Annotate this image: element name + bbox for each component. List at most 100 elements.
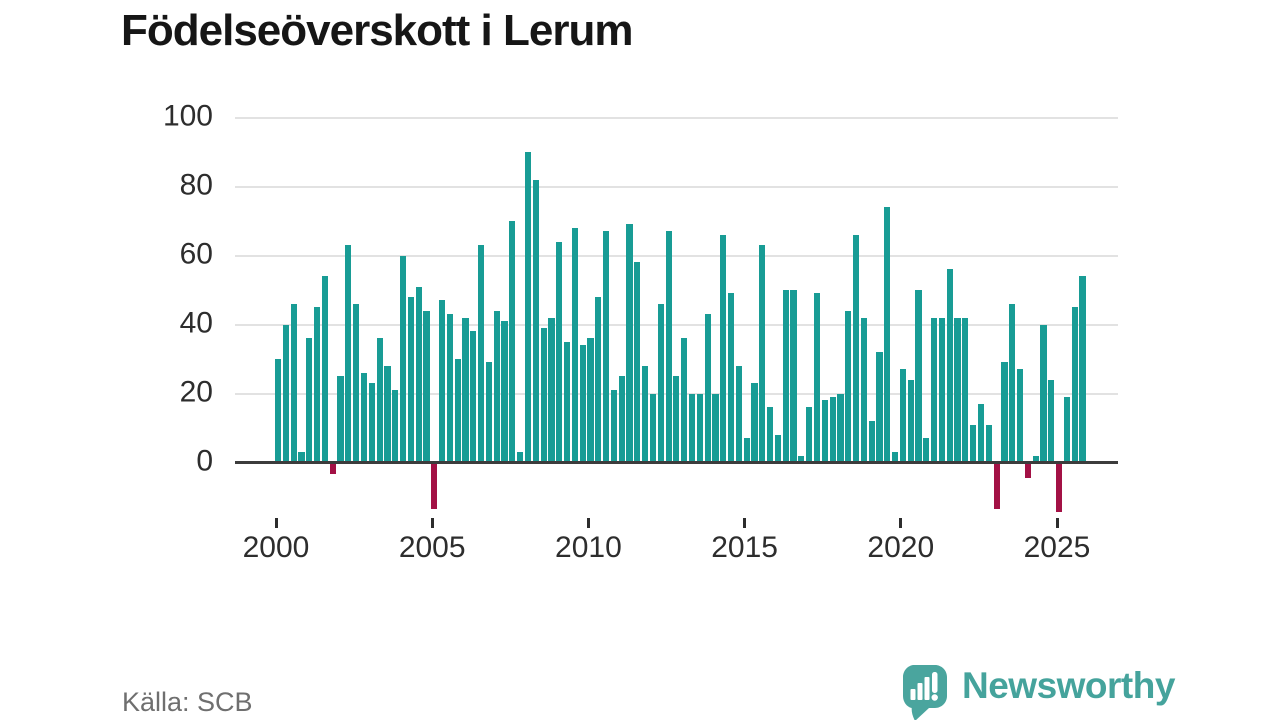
bar-2011-Q4 [642, 365, 649, 463]
bar-2008-Q1 [524, 152, 532, 463]
bar-2023-Q1 [993, 464, 1000, 509]
bar-2005-Q3 [446, 314, 453, 463]
bar-2006-Q2 [470, 331, 477, 463]
bar-2005-Q1 [431, 464, 438, 509]
bar-2001-Q1 [306, 338, 313, 463]
bar-2010-Q1 [587, 338, 594, 463]
x-axis-label-2025: 2025 [1023, 531, 1091, 564]
bar-2009-Q1 [556, 241, 563, 463]
bar-2011-Q3 [634, 262, 641, 463]
bar-2019-Q1 [868, 421, 875, 463]
bar-2009-Q3 [571, 227, 578, 463]
bar-2024-Q3 [1040, 324, 1047, 463]
bar-2006-Q1 [462, 317, 469, 463]
bar-2008-Q4 [548, 317, 555, 463]
bar-2007-Q4 [517, 452, 524, 463]
bar-2024-Q4 [1048, 379, 1055, 463]
bar-2019-Q3 [884, 207, 891, 463]
x-axis-tick-2010 [586, 518, 590, 528]
bar-2011-Q2 [626, 224, 633, 463]
bar-2013-Q3 [696, 393, 703, 463]
bar-2007-Q1 [493, 310, 500, 463]
bar-2009-Q2 [563, 341, 571, 463]
bar-2020-Q2 [907, 379, 914, 463]
bar-2018-Q2 [845, 310, 852, 463]
bar-2017-Q2 [813, 293, 821, 463]
bar-2018-Q4 [860, 317, 867, 463]
bar-2025-Q3 [1071, 307, 1078, 463]
x-axis-line [235, 461, 1118, 464]
bar-2021-Q3 [946, 269, 953, 463]
bar-2019-Q2 [876, 352, 883, 463]
y-axis-label-60: 60 [179, 237, 213, 271]
bar-2013-Q1 [681, 338, 688, 463]
bar-2025-Q4 [1079, 276, 1086, 463]
bar-2023-Q3 [1009, 303, 1016, 463]
bar-2003-Q2 [376, 338, 383, 463]
newsworthy-logo-text: Newsworthy [962, 665, 1175, 706]
gridline-y-40 [235, 323, 1118, 326]
bar-2004-Q2 [407, 296, 414, 463]
x-axis-tick-2005 [430, 518, 434, 528]
bar-2018-Q1 [837, 393, 844, 463]
bar-2025-Q1 [1056, 464, 1063, 513]
y-axis-label-0: 0 [196, 444, 213, 478]
bar-2017-Q1 [806, 407, 813, 463]
bar-2002-Q3 [353, 303, 360, 463]
bar-2021-Q4 [954, 317, 961, 463]
bar-2019-Q4 [891, 452, 899, 463]
bar-2010-Q2 [595, 296, 602, 463]
x-axis-label-2005: 2005 [398, 531, 466, 564]
y-axis-label-40: 40 [179, 306, 213, 340]
bar-2001-Q2 [314, 307, 321, 463]
bar-2002-Q1 [337, 376, 344, 463]
bar-2015-Q3 [759, 245, 766, 463]
x-axis-tick-2020 [899, 518, 903, 528]
bar-2022-Q3 [977, 403, 985, 463]
bar-2015-Q2 [751, 383, 758, 463]
x-axis-tick-2015 [743, 518, 747, 528]
chart-title: Födelseöverskott i Lerum [121, 6, 633, 55]
bar-2022-Q1 [962, 317, 969, 463]
y-axis-label-100: 100 [162, 99, 213, 133]
bar-2004-Q4 [423, 310, 430, 463]
bar-2014-Q3 [727, 293, 735, 463]
bar-2001-Q3 [321, 276, 329, 463]
bar-2011-Q1 [618, 376, 625, 463]
bar-2014-Q4 [735, 365, 742, 463]
bar-2003-Q1 [368, 383, 375, 463]
bar-2023-Q4 [1016, 369, 1024, 463]
bar-2018-Q3 [852, 234, 860, 463]
bar-2002-Q4 [360, 372, 368, 463]
y-axis-label-80: 80 [179, 168, 213, 202]
bar-2012-Q4 [673, 376, 680, 463]
bar-2007-Q3 [509, 221, 516, 463]
bar-2021-Q2 [938, 317, 946, 463]
bar-2017-Q4 [829, 396, 836, 463]
bar-2001-Q4 [329, 464, 336, 475]
bar-2023-Q2 [1001, 362, 1008, 463]
bar-2002-Q2 [345, 245, 352, 463]
bar-2016-Q4 [798, 455, 805, 463]
bar-2020-Q1 [899, 369, 906, 463]
bar-2000-Q3 [290, 303, 297, 463]
bar-2025-Q2 [1063, 396, 1070, 463]
bar-2007-Q2 [501, 321, 508, 463]
bar-2010-Q4 [610, 390, 618, 463]
bar-2016-Q2 [782, 290, 789, 463]
bar-2020-Q3 [915, 290, 922, 463]
bar-2006-Q4 [485, 362, 493, 463]
gridline-y-100 [235, 116, 1118, 119]
bar-2012-Q2 [657, 303, 664, 463]
bar-2020-Q4 [923, 438, 930, 463]
bar-2024-Q2 [1032, 455, 1039, 463]
gridline-y-60 [235, 254, 1118, 257]
bar-2008-Q2 [532, 179, 539, 463]
bar-2003-Q4 [392, 390, 399, 463]
x-axis-tick-2000 [274, 518, 278, 528]
bar-2014-Q1 [712, 393, 719, 463]
x-axis-label-2020: 2020 [867, 531, 935, 564]
bar-2006-Q3 [478, 245, 485, 463]
bar-2005-Q2 [439, 300, 446, 463]
bar-2015-Q1 [743, 438, 750, 463]
